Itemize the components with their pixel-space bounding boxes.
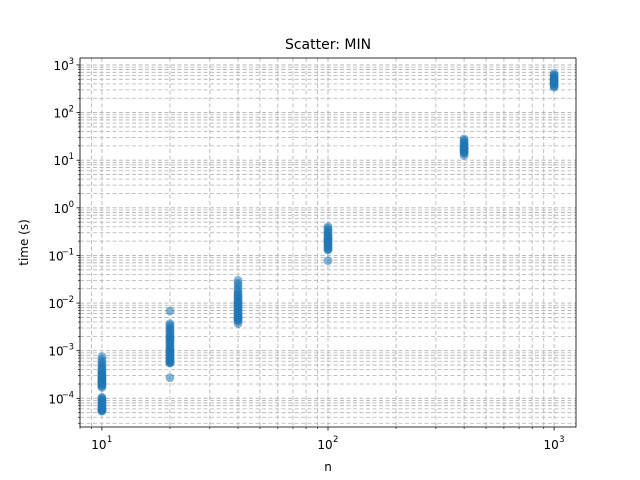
y-tick-label: 10 — [54, 202, 69, 216]
scatter-point — [165, 358, 175, 368]
y-tick-exponent: −3 — [61, 343, 74, 353]
x-tick-label: 10 — [91, 438, 106, 452]
grid — [79, 58, 576, 427]
data-points — [97, 69, 559, 416]
x-tick-label: 10 — [543, 438, 558, 452]
scatter-point — [97, 406, 107, 416]
x-tick-exponent: 1 — [107, 435, 112, 445]
x-tick-exponent: 2 — [333, 435, 338, 445]
scatter-point — [459, 151, 469, 160]
chart-title: Scatter: MIN — [285, 37, 371, 53]
y-tick-exponent: 3 — [69, 57, 74, 67]
y-tick-exponent: −4 — [61, 390, 74, 400]
y-tick-exponent: 0 — [69, 200, 74, 210]
scatter-point — [97, 382, 107, 392]
y-tick-label: 10 — [48, 392, 63, 406]
scatter-point — [233, 319, 243, 329]
y-tick-exponent: 2 — [69, 105, 74, 115]
scatter-point — [165, 306, 175, 316]
scatter-point — [323, 245, 333, 255]
y-tick-label: 10 — [54, 154, 69, 168]
y-axis-label: time (s) — [17, 219, 31, 266]
x-axis-label: n — [324, 460, 332, 474]
scatter-point — [97, 368, 107, 377]
y-tick-label: 10 — [48, 249, 63, 263]
x-tick-exponent: 3 — [559, 435, 564, 445]
y-tick-exponent: 1 — [69, 152, 74, 162]
y-tick-label: 10 — [48, 297, 63, 311]
y-tick-exponent: −1 — [61, 247, 74, 257]
y-tick-label: 10 — [54, 107, 69, 121]
y-tick-exponent: −2 — [61, 295, 74, 305]
y-tick-label: 10 — [54, 59, 69, 73]
scatter-point — [549, 82, 559, 92]
scatter-point — [97, 375, 107, 385]
y-tick-label: 10 — [48, 345, 63, 359]
scatter-point — [323, 256, 333, 265]
scatter-point — [165, 373, 175, 383]
x-tick-label: 10 — [317, 438, 332, 452]
